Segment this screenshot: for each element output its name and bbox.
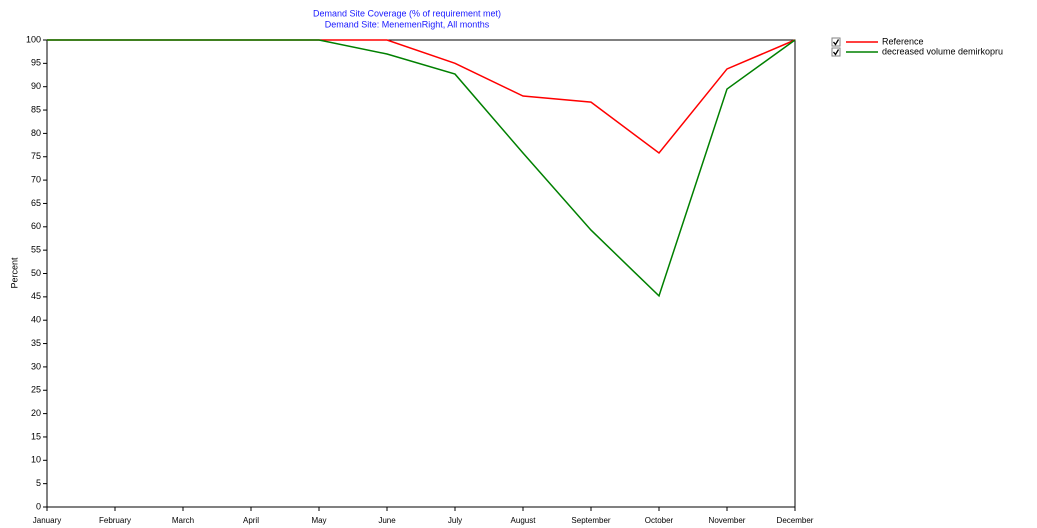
y-tick-label: 60 bbox=[31, 221, 41, 231]
y-axis-label: Percent bbox=[9, 257, 19, 289]
x-tick-label: October bbox=[645, 516, 674, 525]
y-tick-label: 90 bbox=[31, 81, 41, 91]
y-tick-label: 5 bbox=[36, 478, 41, 488]
x-tick-label: July bbox=[448, 516, 462, 525]
x-tick-label: January bbox=[33, 516, 61, 525]
y-tick-label: 30 bbox=[31, 361, 41, 371]
y-tick-label: 0 bbox=[36, 501, 41, 511]
y-tick-label: 75 bbox=[31, 151, 41, 161]
y-tick-label: 95 bbox=[31, 58, 41, 68]
x-tick-label: May bbox=[311, 516, 326, 525]
y-tick-label: 40 bbox=[31, 315, 41, 325]
legend-checkbox[interactable] bbox=[831, 37, 841, 47]
y-tick-label: 20 bbox=[31, 408, 41, 418]
x-tick-label: March bbox=[172, 516, 194, 525]
legend-check bbox=[832, 39, 840, 46]
x-tick-label: August bbox=[511, 516, 537, 525]
x-tick-label: April bbox=[243, 516, 259, 525]
y-tick-label: 35 bbox=[31, 338, 41, 348]
x-tick-label: December bbox=[777, 516, 814, 525]
x-tick-label: June bbox=[378, 516, 396, 525]
y-tick-label: 100 bbox=[26, 34, 41, 44]
legend-label: decreased volume demirkopru bbox=[882, 46, 1003, 56]
y-tick-label: 15 bbox=[31, 431, 41, 441]
y-tick-label: 70 bbox=[31, 174, 41, 184]
plot-frame bbox=[46, 39, 796, 508]
y-tick-label: 80 bbox=[31, 128, 41, 138]
series-line bbox=[47, 39, 796, 298]
legend-check bbox=[832, 49, 840, 56]
y-tick-label: 50 bbox=[31, 268, 41, 278]
legend-label: Reference bbox=[882, 36, 924, 46]
x-tick-label: September bbox=[571, 516, 610, 525]
y-tick-label: 10 bbox=[31, 455, 41, 465]
chart-subtitle: Demand Site: MenemenRight, All months bbox=[325, 19, 490, 29]
chart-title: Demand Site Coverage (% of requirement m… bbox=[313, 8, 501, 18]
y-tick-label: 85 bbox=[31, 104, 41, 114]
y-tick-label: 55 bbox=[31, 245, 41, 255]
y-tick-label: 45 bbox=[31, 291, 41, 301]
x-tick-label: February bbox=[99, 516, 131, 525]
y-tick-label: 65 bbox=[31, 198, 41, 208]
series-line bbox=[47, 39, 796, 155]
x-tick-label: November bbox=[709, 516, 746, 525]
y-tick-label: 25 bbox=[31, 385, 41, 395]
legend-checkbox[interactable] bbox=[831, 47, 841, 57]
